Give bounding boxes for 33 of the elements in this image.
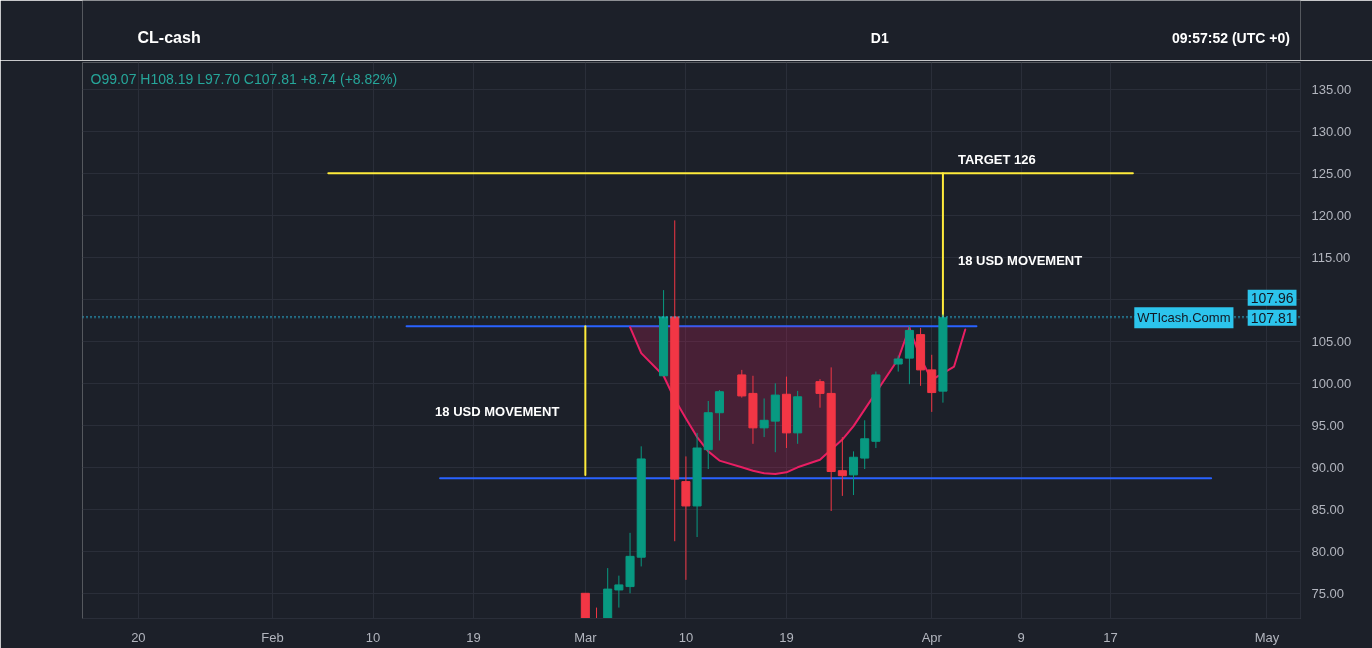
x-tick-label: 10 bbox=[678, 629, 694, 645]
x-tick-label: Feb bbox=[261, 629, 284, 645]
chart-title: CL-cash bbox=[137, 29, 201, 46]
ref-line-label: 107.81 bbox=[1250, 309, 1294, 326]
y-tick-label: 135.00 bbox=[1311, 81, 1352, 97]
x-tick-label: Mar bbox=[574, 629, 598, 645]
annotation: TARGET 126 bbox=[957, 151, 1036, 167]
y-tick-label: 80.00 bbox=[1311, 543, 1345, 559]
annotation: 18 USD MOVEMENT bbox=[435, 403, 560, 419]
annotation: 18 USD MOVEMENT bbox=[957, 252, 1083, 268]
y-tick-label: 115.00 bbox=[1311, 249, 1351, 265]
x-tick-label: May bbox=[1254, 629, 1280, 645]
x-tick-label: 9 bbox=[1017, 629, 1025, 645]
annotation: WTIcash.Comm bbox=[1137, 310, 1231, 326]
y-tick-label: 120.00 bbox=[1311, 207, 1352, 223]
y-tick-label: 95.00 bbox=[1311, 417, 1345, 433]
text: O99.07 H108.19 L97.70 C107.81 +8.74 (+8.82%) bbox=[90, 70, 398, 87]
x-tick-label: Apr bbox=[921, 629, 943, 645]
y-tick-label: 125.00 bbox=[1311, 165, 1352, 181]
ref-line-label: 107.96 bbox=[1250, 289, 1294, 306]
x-tick-label: 19 bbox=[466, 629, 481, 645]
x-tick-label: 10 bbox=[365, 629, 381, 645]
x-tick-label: 19 bbox=[779, 629, 794, 645]
y-tick-label: 90.00 bbox=[1311, 459, 1345, 475]
y-tick-label: 105.00 bbox=[1311, 333, 1352, 349]
y-tick-label: 75.00 bbox=[1311, 585, 1345, 601]
y-tick-label: 130.00 bbox=[1311, 123, 1352, 139]
y-tick-label: 85.00 bbox=[1311, 501, 1345, 517]
x-tick-label: 17 bbox=[1103, 629, 1118, 645]
text: 09:57:52 (UTC +0) bbox=[1171, 29, 1290, 46]
text: D1 bbox=[870, 29, 889, 46]
y-tick-label: 100.00 bbox=[1311, 375, 1352, 391]
x-tick-label: 20 bbox=[131, 629, 146, 645]
